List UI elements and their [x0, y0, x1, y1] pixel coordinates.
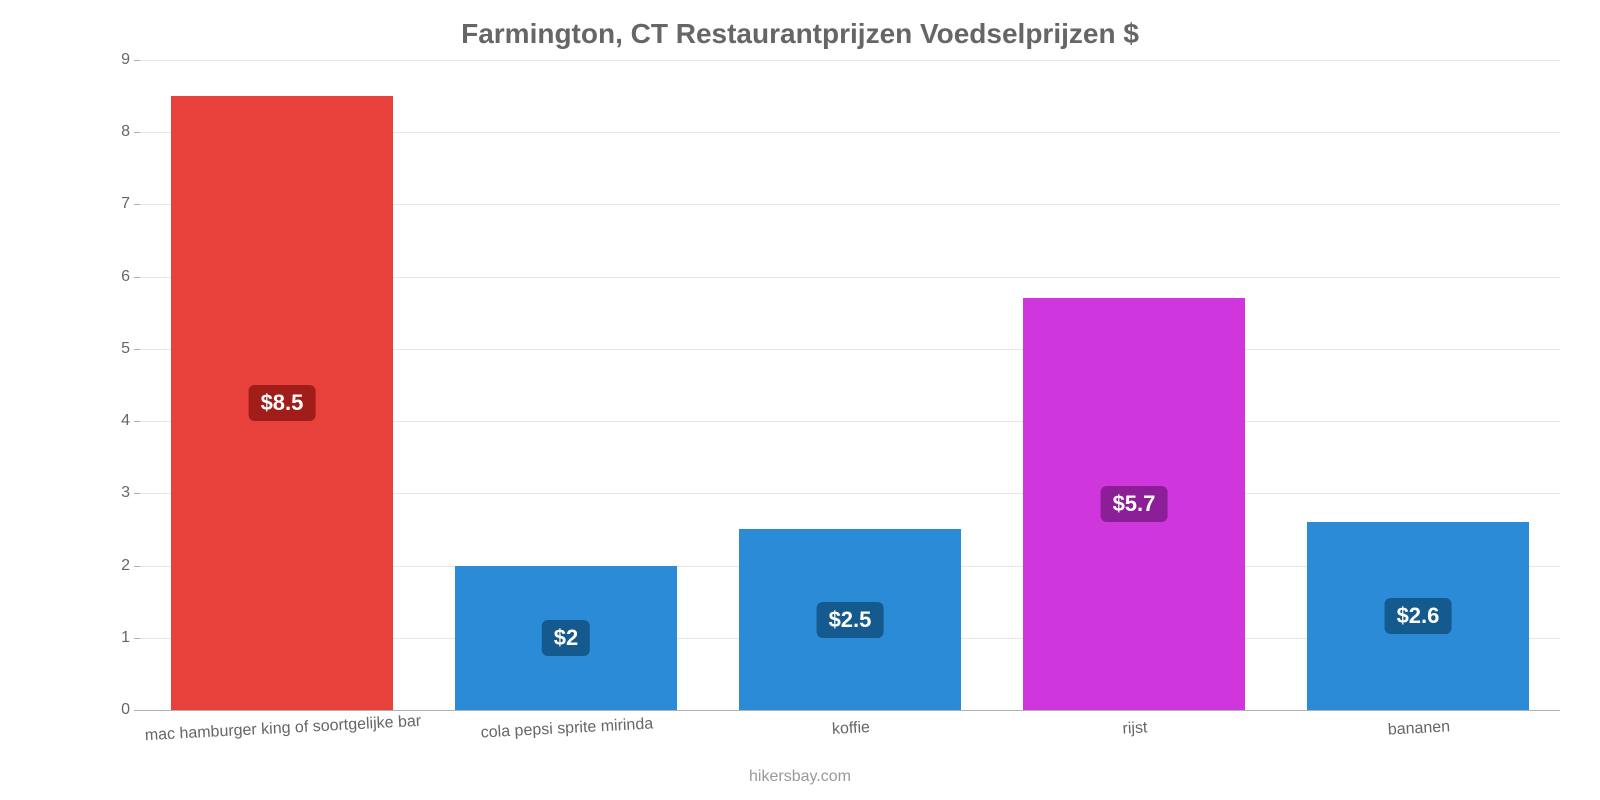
ytick-label: 3 — [121, 484, 140, 502]
bar: $8.5 — [171, 96, 393, 710]
bar: $2.5 — [739, 529, 961, 710]
ytick-label: 4 — [121, 412, 140, 430]
bar: $5.7 — [1023, 298, 1245, 710]
ytick-label: 5 — [121, 340, 140, 358]
xtick-label: rijst — [1122, 709, 1148, 738]
value-badge: $5.7 — [1101, 486, 1168, 522]
ytick-label: 0 — [121, 701, 140, 719]
xtick-label: koffie — [831, 709, 870, 739]
chart-title: Farmington, CT Restaurantprijzen Voedsel… — [0, 18, 1600, 50]
ytick-label: 7 — [121, 195, 140, 213]
bar: $2 — [455, 566, 677, 710]
value-badge: $2.6 — [1385, 598, 1452, 634]
ytick-label: 1 — [121, 629, 140, 647]
ytick-label: 2 — [121, 557, 140, 575]
chart-credit: hikersbay.com — [0, 768, 1600, 786]
chart-container: Farmington, CT Restaurantprijzen Voedsel… — [0, 0, 1600, 800]
value-badge: $8.5 — [249, 385, 316, 421]
ytick-label: 9 — [121, 51, 140, 69]
xtick-label: bananen — [1387, 708, 1451, 739]
bar: $2.6 — [1307, 522, 1529, 710]
gridline — [140, 60, 1560, 61]
xtick-label: cola pepsi sprite mirinda — [480, 705, 654, 742]
ytick-label: 6 — [121, 268, 140, 286]
ytick-label: 8 — [121, 123, 140, 141]
value-badge: $2 — [542, 620, 590, 656]
value-badge: $2.5 — [817, 602, 884, 638]
plot-area: 0123456789$8.5mac hamburger king of soor… — [140, 60, 1560, 710]
